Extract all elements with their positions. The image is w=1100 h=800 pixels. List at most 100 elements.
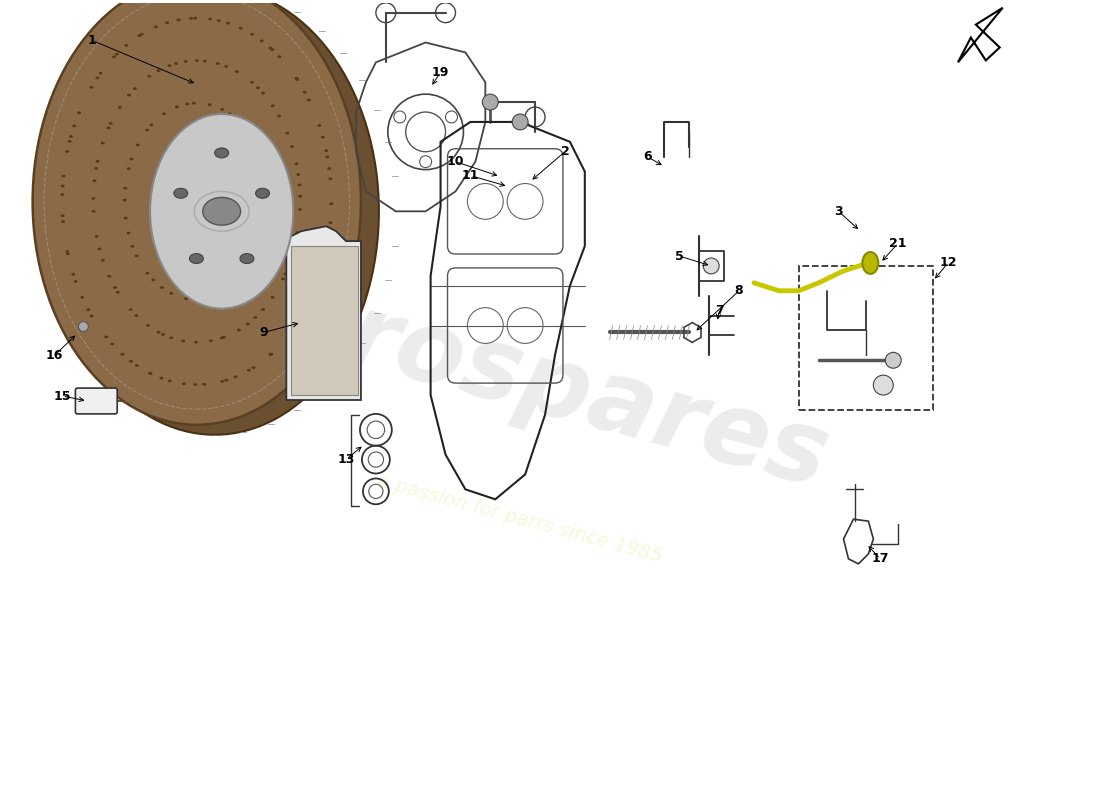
Ellipse shape — [317, 124, 321, 127]
Ellipse shape — [216, 62, 220, 65]
Ellipse shape — [133, 87, 136, 90]
Ellipse shape — [316, 280, 320, 282]
Ellipse shape — [169, 292, 174, 294]
Ellipse shape — [91, 210, 96, 213]
Ellipse shape — [329, 202, 333, 205]
Ellipse shape — [160, 286, 164, 289]
Ellipse shape — [302, 91, 307, 94]
Ellipse shape — [104, 335, 108, 338]
Ellipse shape — [258, 246, 263, 249]
Ellipse shape — [240, 254, 254, 263]
Polygon shape — [292, 246, 358, 395]
Ellipse shape — [89, 86, 94, 89]
Ellipse shape — [250, 81, 254, 84]
Ellipse shape — [191, 102, 196, 105]
Ellipse shape — [189, 254, 204, 263]
Ellipse shape — [271, 48, 274, 51]
Ellipse shape — [60, 185, 65, 187]
Ellipse shape — [287, 334, 292, 336]
Ellipse shape — [65, 150, 69, 153]
Ellipse shape — [60, 193, 64, 196]
Ellipse shape — [114, 53, 119, 55]
Ellipse shape — [295, 323, 298, 326]
Ellipse shape — [96, 160, 100, 162]
Ellipse shape — [65, 250, 69, 253]
Ellipse shape — [293, 326, 297, 329]
Ellipse shape — [268, 46, 273, 50]
Ellipse shape — [96, 77, 99, 79]
Ellipse shape — [297, 183, 301, 186]
Text: 12: 12 — [939, 257, 957, 270]
Ellipse shape — [161, 333, 165, 336]
Ellipse shape — [320, 266, 324, 269]
Ellipse shape — [169, 337, 174, 339]
Ellipse shape — [194, 383, 197, 386]
Text: eurospares: eurospares — [202, 251, 838, 509]
Text: 1: 1 — [88, 34, 97, 47]
Text: 17: 17 — [871, 552, 889, 566]
Ellipse shape — [195, 59, 199, 62]
Ellipse shape — [327, 167, 331, 170]
Ellipse shape — [236, 329, 241, 331]
Ellipse shape — [145, 129, 149, 131]
Ellipse shape — [72, 273, 75, 276]
Ellipse shape — [261, 308, 265, 311]
Ellipse shape — [329, 222, 332, 224]
Ellipse shape — [266, 187, 271, 190]
Ellipse shape — [256, 86, 260, 89]
Ellipse shape — [86, 308, 90, 311]
Ellipse shape — [129, 308, 133, 311]
Ellipse shape — [196, 298, 200, 301]
Ellipse shape — [113, 286, 117, 289]
Ellipse shape — [268, 354, 273, 356]
Ellipse shape — [208, 18, 212, 21]
Ellipse shape — [255, 188, 270, 198]
Ellipse shape — [126, 232, 131, 234]
Ellipse shape — [324, 150, 328, 152]
Ellipse shape — [80, 296, 84, 299]
Ellipse shape — [60, 220, 65, 223]
Ellipse shape — [109, 122, 112, 125]
Ellipse shape — [307, 98, 311, 102]
Ellipse shape — [147, 75, 152, 78]
Ellipse shape — [326, 155, 329, 158]
Ellipse shape — [271, 296, 275, 298]
Circle shape — [886, 352, 901, 368]
Ellipse shape — [73, 125, 76, 127]
Ellipse shape — [228, 112, 232, 115]
Ellipse shape — [90, 314, 94, 318]
Ellipse shape — [244, 272, 249, 274]
Ellipse shape — [862, 252, 878, 274]
Ellipse shape — [162, 112, 166, 115]
Text: a passion for parts since 1985: a passion for parts since 1985 — [375, 472, 664, 566]
Text: 9: 9 — [260, 326, 267, 339]
Ellipse shape — [176, 18, 180, 22]
Ellipse shape — [214, 148, 229, 158]
Ellipse shape — [194, 17, 197, 19]
Ellipse shape — [267, 195, 271, 198]
Ellipse shape — [220, 108, 224, 110]
Ellipse shape — [92, 179, 97, 182]
Ellipse shape — [118, 106, 122, 109]
Ellipse shape — [135, 143, 140, 146]
Ellipse shape — [148, 372, 152, 374]
Ellipse shape — [167, 379, 172, 382]
Ellipse shape — [101, 259, 104, 262]
Ellipse shape — [67, 140, 72, 142]
Ellipse shape — [253, 316, 257, 319]
Ellipse shape — [130, 158, 133, 161]
Ellipse shape — [62, 174, 66, 178]
Ellipse shape — [98, 248, 101, 250]
Ellipse shape — [328, 231, 331, 234]
Ellipse shape — [60, 214, 65, 217]
Ellipse shape — [51, 0, 378, 434]
Ellipse shape — [140, 33, 144, 35]
Ellipse shape — [296, 231, 299, 234]
Ellipse shape — [298, 208, 302, 211]
Ellipse shape — [222, 336, 226, 338]
Ellipse shape — [285, 132, 289, 134]
Ellipse shape — [123, 217, 128, 219]
Ellipse shape — [323, 252, 328, 254]
Ellipse shape — [260, 39, 264, 42]
Circle shape — [78, 322, 88, 331]
